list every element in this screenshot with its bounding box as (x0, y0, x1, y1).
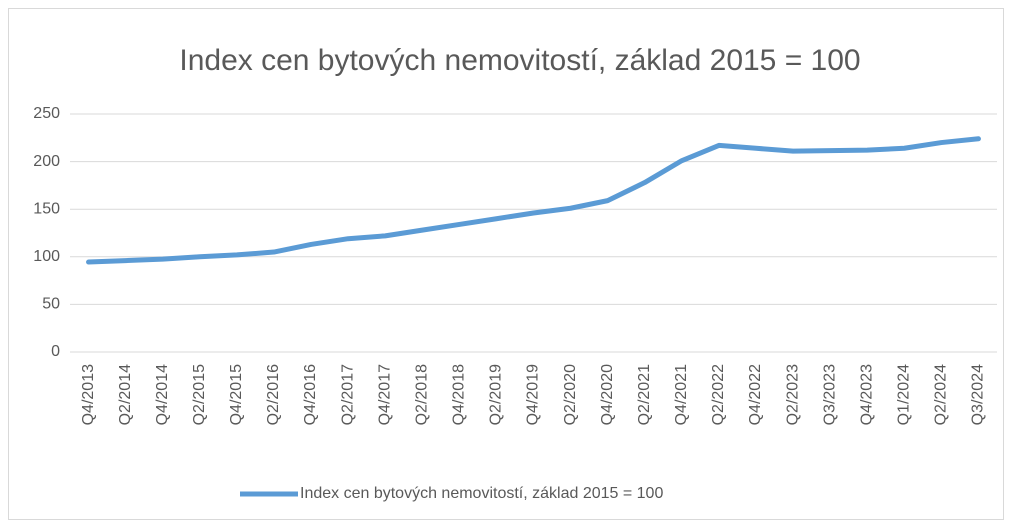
x-tick-label: Q4/2019 (525, 364, 542, 425)
x-tick-label: Q4/2017 (376, 364, 393, 425)
x-tick-label: Q4/2013 (80, 364, 97, 425)
x-tick-label: Q4/2021 (673, 364, 690, 425)
x-tick-label: Q2/2019 (488, 364, 505, 425)
x-tick-label: Q4/2015 (228, 364, 245, 425)
y-tick-label: 50 (42, 296, 60, 313)
legend-label: Index cen bytových nemovitostí, základ 2… (300, 485, 663, 502)
x-tick-label: Q2/2021 (636, 364, 653, 425)
x-tick-label: Q2/2016 (265, 364, 282, 425)
x-tick-label: Q2/2023 (784, 364, 801, 425)
x-tick-label: Q2/2018 (413, 364, 430, 425)
x-tick-label: Q2/2015 (191, 364, 208, 425)
y-tick-label: 200 (33, 153, 60, 170)
y-tick-label: 250 (33, 105, 60, 122)
x-tick-label: Q2/2022 (710, 364, 727, 425)
x-tick-label: Q4/2020 (599, 364, 616, 425)
x-tick-label: Q2/2017 (339, 364, 356, 425)
chart-title: Index cen bytových nemovitostí, základ 2… (179, 44, 860, 77)
x-tick-label: Q3/2024 (970, 364, 987, 425)
x-tick-label: Q4/2018 (451, 364, 468, 425)
y-tick-label: 0 (51, 343, 60, 360)
x-tick-label: Q4/2014 (154, 364, 171, 425)
y-tick-label: 100 (33, 248, 60, 265)
x-tick-label: Q1/2024 (896, 364, 913, 425)
x-tick-label: Q2/2024 (933, 364, 950, 425)
y-tick-label: 150 (33, 200, 60, 217)
line (86, 136, 981, 265)
chart-border (8, 8, 1004, 520)
x-tick-label: Q3/2023 (821, 364, 838, 425)
x-tick-label: Q4/2023 (858, 364, 875, 425)
x-tick-label: Q4/2016 (302, 364, 319, 425)
x-tick-label: Q2/2014 (117, 364, 134, 425)
x-tick-label: Q4/2022 (747, 364, 764, 425)
x-tick-label: Q2/2020 (562, 364, 579, 425)
